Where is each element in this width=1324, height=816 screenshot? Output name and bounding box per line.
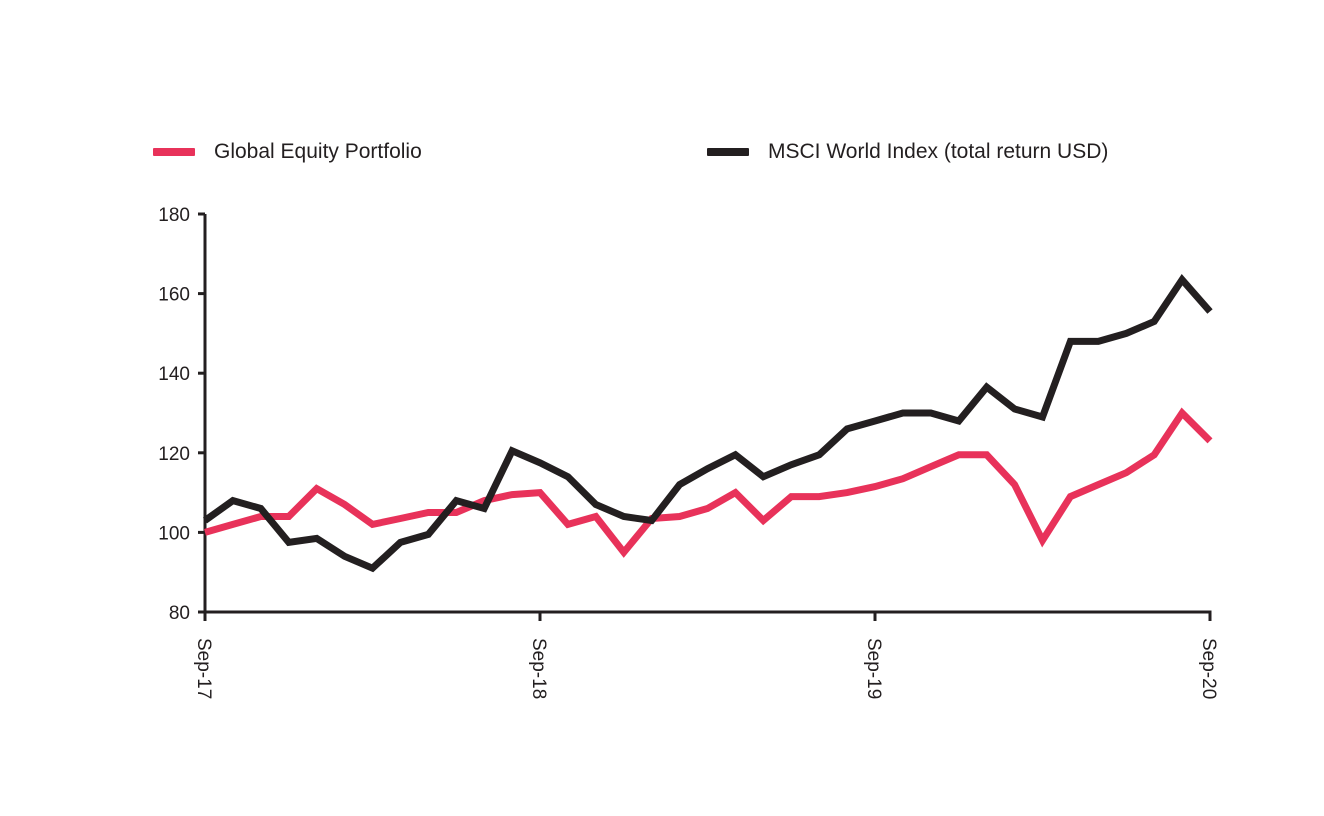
legend: Global Equity Portfolio MSCI World Index… (0, 140, 1324, 172)
legend-item-index: MSCI World Index (total return USD) (707, 140, 1108, 164)
y-tick-label: 160 (158, 285, 190, 306)
index-series-line (202, 273, 1213, 573)
x-tick-label: Sep-18 (528, 638, 549, 699)
y-tick-label: 80 (169, 603, 190, 624)
x-tick-label: Sep-20 (1198, 638, 1219, 699)
x-tick-label: Sep-17 (193, 638, 214, 699)
legend-item-portfolio: Global Equity Portfolio (153, 140, 422, 164)
portfolio-series-line (204, 407, 1213, 558)
x-tick-label: Sep-19 (863, 638, 884, 699)
legend-label-index: MSCI World Index (total return USD) (768, 140, 1109, 163)
legend-swatch-portfolio (153, 148, 195, 156)
y-tick-label: 180 (158, 205, 190, 226)
y-tick-label: 100 (158, 523, 190, 544)
legend-label-portfolio: Global Equity Portfolio (214, 140, 422, 163)
y-tick-label: 140 (158, 364, 190, 385)
y-tick-label: 120 (158, 444, 190, 465)
legend-swatch-index (707, 148, 749, 156)
